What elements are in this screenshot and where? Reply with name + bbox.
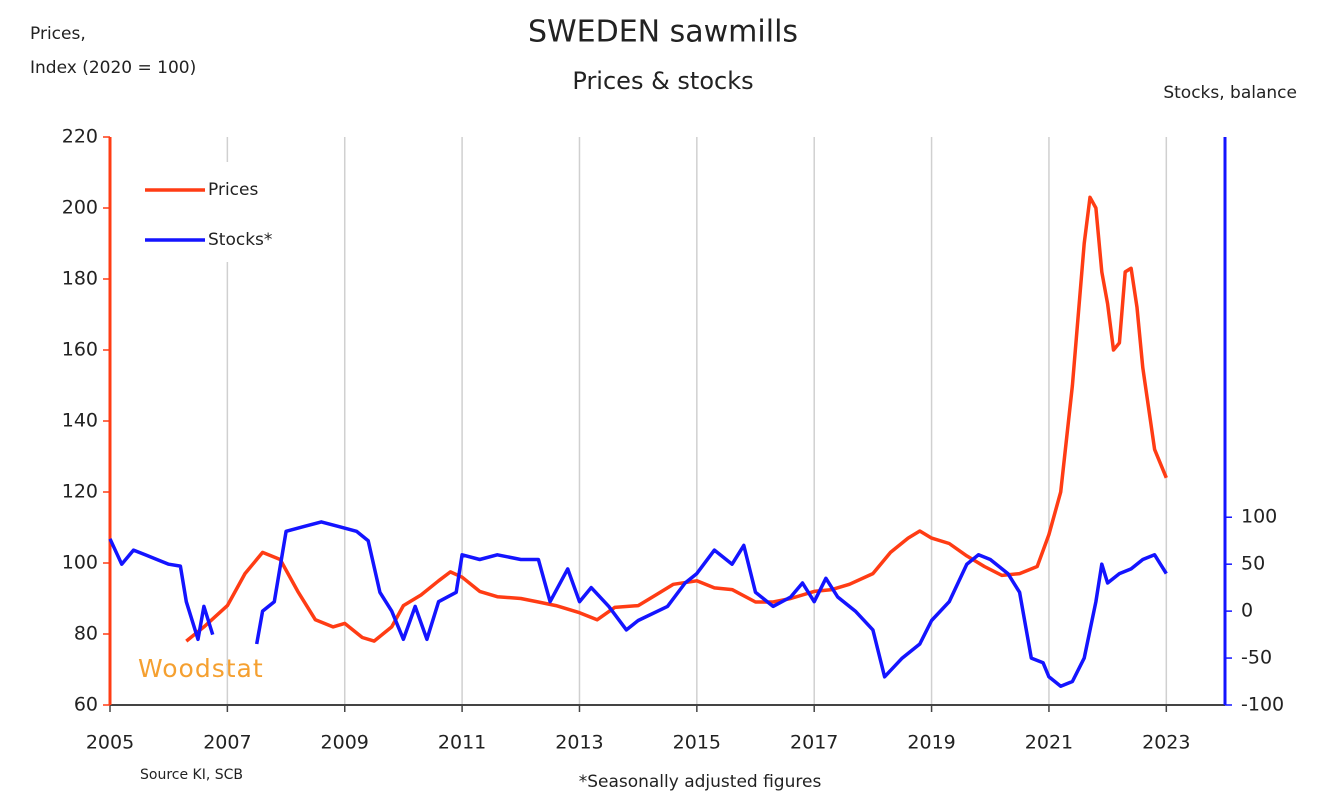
series-line — [108, 520, 1168, 688]
chart-subtitle: Prices & stocks — [572, 67, 753, 95]
chart-title: SWEDEN sawmills — [528, 15, 798, 50]
series-line — [185, 195, 1168, 643]
y2-tick-label: -50 — [1241, 647, 1272, 669]
x-tick-label: 2009 — [321, 732, 369, 754]
y-tick-label: 160 — [62, 339, 98, 361]
y-tick-label: 140 — [62, 410, 98, 432]
x-tick-label: 2017 — [790, 732, 838, 754]
legend-box — [128, 162, 313, 262]
x-tick-label: 2021 — [1025, 732, 1073, 754]
y-tick-label: 200 — [62, 197, 98, 219]
y-axis-label: Index (2020 = 100) — [30, 58, 196, 78]
legend-label: Prices — [208, 180, 258, 200]
y2-tick-label: -100 — [1241, 694, 1284, 716]
y2-tick-label: 100 — [1241, 506, 1277, 528]
y-tick-label: 180 — [62, 268, 98, 290]
x-tick-label: 2011 — [438, 732, 486, 754]
y-tick-label: 60 — [74, 694, 98, 716]
y-tick-label: 80 — [74, 623, 98, 645]
x-tick-label: 2005 — [86, 732, 134, 754]
watermark: Woodstat — [138, 654, 264, 683]
y2-axis-label: Stocks, balance — [1163, 83, 1297, 103]
y-tick-label: 220 — [62, 126, 98, 148]
y-axis-label: Prices, — [30, 24, 86, 44]
x-tick-label: 2015 — [673, 732, 721, 754]
x-tick-label: 2019 — [907, 732, 955, 754]
x-tick-label: 2023 — [1142, 732, 1190, 754]
x-tick-label: 2013 — [555, 732, 603, 754]
y-tick-label: 120 — [62, 481, 98, 503]
note: *Seasonally adjusted figures — [579, 772, 822, 792]
y2-tick-label: 0 — [1241, 600, 1253, 622]
legend-label: Stocks* — [208, 230, 272, 250]
y-tick-label: 100 — [62, 552, 98, 574]
y2-tick-label: 50 — [1241, 553, 1265, 575]
x-tick-label: 2007 — [203, 732, 251, 754]
source: Source KI, SCB — [140, 767, 243, 783]
